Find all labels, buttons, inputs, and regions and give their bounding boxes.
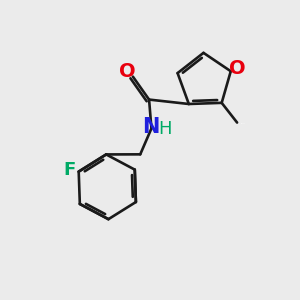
Text: H: H <box>158 120 171 138</box>
Text: F: F <box>64 161 76 179</box>
Text: O: O <box>119 62 136 81</box>
Text: methyl: methyl <box>241 123 245 124</box>
Text: O: O <box>229 59 245 78</box>
Text: N: N <box>142 117 160 137</box>
